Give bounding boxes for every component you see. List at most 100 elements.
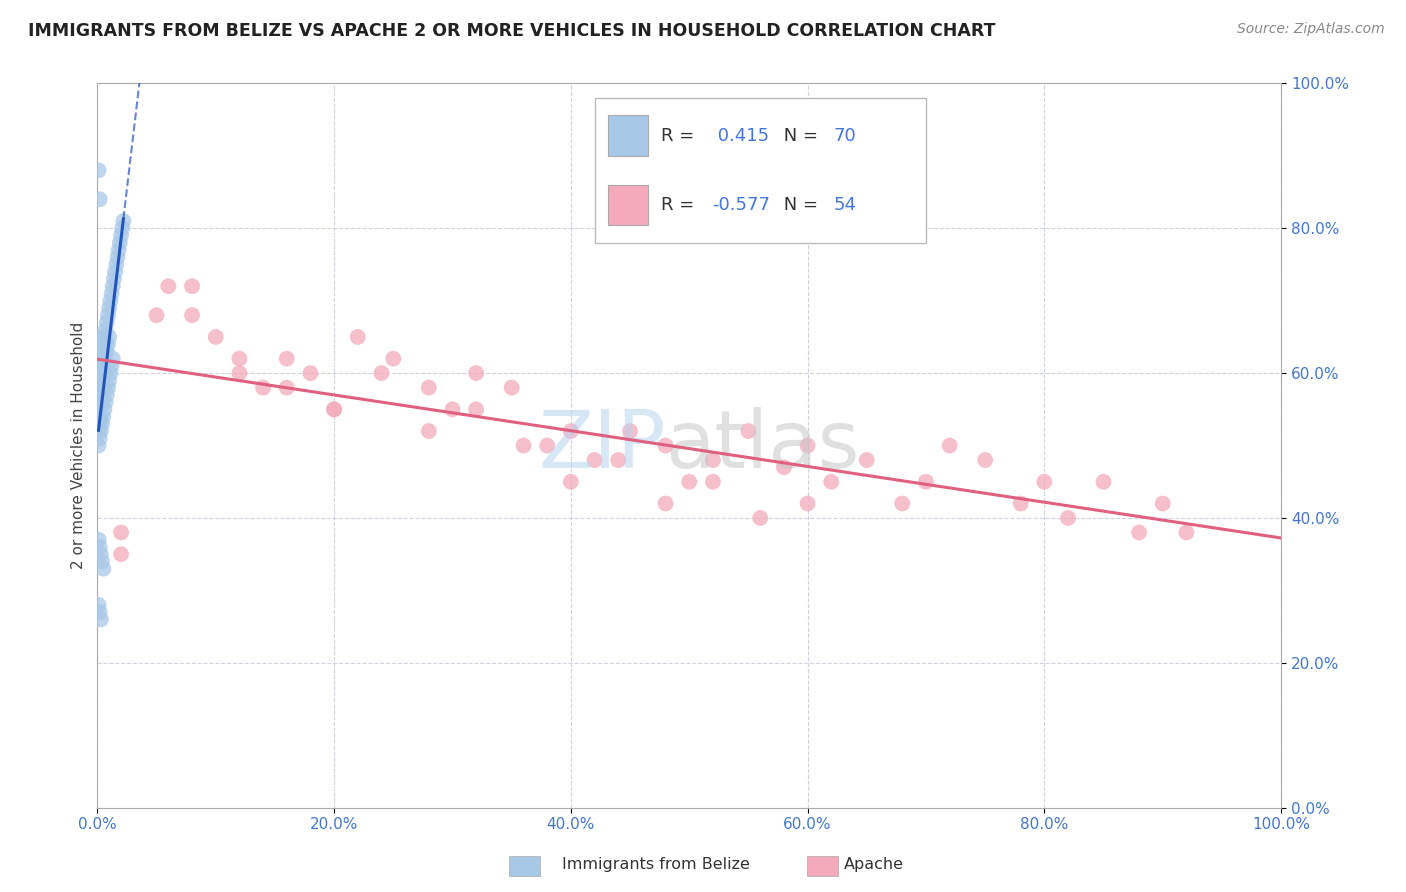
Point (441, 402, 464, 417)
Point (1175, 525, 1198, 540)
Point (796, 439, 818, 453)
Point (749, 511, 772, 525)
Point (90, 547, 112, 561)
Point (101, 279, 124, 293)
Point (90, 424, 112, 438)
Point (773, 460, 796, 475)
Point (93, 402, 115, 417)
Point (87, 163, 110, 178)
Point (91, 337, 114, 351)
Point (654, 496, 676, 510)
Point (1152, 496, 1174, 510)
Point (110, 525, 132, 540)
Point (89, 373, 111, 387)
Point (323, 402, 346, 417)
Point (91, 359, 114, 373)
Point (891, 496, 914, 510)
Point (299, 366, 322, 380)
Point (465, 366, 488, 380)
Point (89, 359, 111, 373)
Point (107, 243, 129, 257)
Point (97, 337, 120, 351)
Point (583, 453, 606, 467)
Point (87, 381, 110, 395)
Point (111, 221, 134, 235)
Point (323, 402, 346, 417)
Point (181, 279, 204, 293)
Point (418, 381, 440, 395)
Point (97, 308, 120, 322)
Point (108, 235, 131, 250)
Point (97, 381, 120, 395)
Point (89, 605, 111, 619)
Point (87, 598, 110, 612)
Point (619, 424, 641, 438)
Point (91, 373, 114, 387)
Point (87, 402, 110, 417)
Point (90, 409, 112, 424)
Point (87, 439, 110, 453)
Point (110, 547, 132, 561)
Point (89, 344, 111, 359)
Point (101, 351, 124, 366)
Point (98, 373, 121, 387)
Point (100, 366, 122, 380)
Point (90, 330, 112, 344)
Point (276, 381, 298, 395)
Y-axis label: 2 or more Vehicles in Household: 2 or more Vehicles in Household (72, 322, 86, 569)
Point (89, 417, 111, 431)
Point (87, 366, 110, 380)
Point (1010, 496, 1032, 510)
Point (737, 424, 759, 438)
Point (91, 366, 114, 380)
Point (93, 381, 115, 395)
Point (91, 554, 114, 568)
Point (145, 308, 167, 322)
Point (89, 337, 111, 351)
Point (702, 475, 724, 489)
Point (112, 214, 135, 228)
Point (96, 344, 118, 359)
Point (276, 351, 298, 366)
Point (512, 439, 534, 453)
Point (228, 351, 250, 366)
Point (91, 562, 114, 576)
Point (702, 453, 724, 467)
Point (90, 366, 112, 380)
Point (91, 395, 114, 409)
Point (105, 258, 128, 272)
Point (87, 351, 110, 366)
Point (820, 475, 842, 489)
Point (91, 417, 114, 431)
Point (98, 301, 121, 315)
Point (96, 388, 118, 402)
Point (89, 540, 111, 554)
Point (89, 431, 111, 445)
Point (87, 424, 110, 438)
Point (90, 381, 112, 395)
Point (252, 381, 274, 395)
Text: atlas: atlas (665, 407, 860, 484)
Point (94, 395, 117, 409)
Point (107, 250, 129, 264)
Point (103, 272, 125, 286)
Point (100, 293, 122, 308)
Point (110, 228, 132, 243)
Point (91, 409, 114, 424)
Point (89, 192, 111, 206)
Point (915, 475, 938, 489)
Point (465, 402, 488, 417)
Point (100, 359, 122, 373)
Point (1033, 475, 1056, 489)
Point (94, 366, 117, 380)
Text: Immigrants from Belize: Immigrants from Belize (562, 857, 751, 872)
Text: IMMIGRANTS FROM BELIZE VS APACHE 2 OR MORE VEHICLES IN HOUSEHOLD CORRELATION CHA: IMMIGRANTS FROM BELIZE VS APACHE 2 OR MO… (28, 22, 995, 40)
Point (100, 286, 122, 301)
Point (181, 308, 204, 322)
Point (91, 351, 114, 366)
Text: Source: ZipAtlas.com: Source: ZipAtlas.com (1237, 22, 1385, 37)
Point (560, 475, 582, 489)
Point (501, 381, 523, 395)
Point (91, 344, 114, 359)
Point (974, 453, 997, 467)
